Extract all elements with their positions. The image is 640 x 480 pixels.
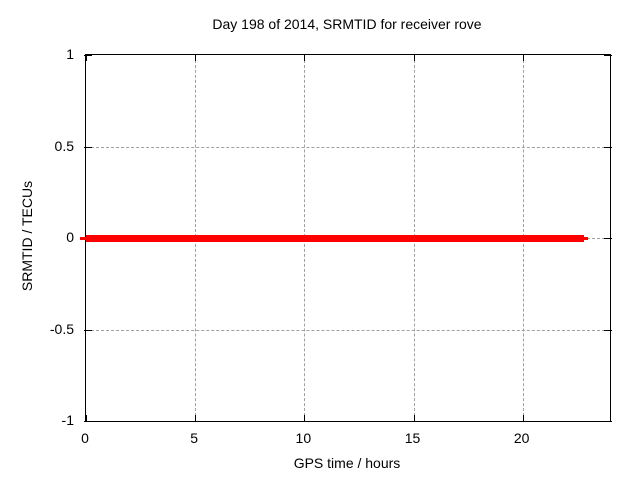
x-tick-mark	[195, 55, 197, 61]
plot-area	[80, 54, 612, 422]
data-series-line	[86, 234, 584, 242]
y-tick-mark	[84, 329, 92, 331]
y-tick-label: 0.5	[54, 137, 74, 154]
y-tick-label: 1	[66, 46, 74, 62]
x-axis-label: GPS time / hours	[293, 455, 401, 471]
x-tick-mark	[304, 415, 306, 421]
y-tick-mark	[604, 55, 612, 56]
x-tick-mark	[522, 55, 524, 61]
grid-line-horizontal	[86, 329, 610, 331]
x-tick-mark	[522, 415, 524, 421]
y-tick-label: -0.5	[49, 320, 74, 337]
y-tick-mark	[604, 146, 612, 148]
x-tick-label: 20	[513, 430, 530, 446]
x-tick-mark	[413, 415, 415, 421]
y-tick-mark	[84, 421, 92, 422]
x-tick-label: 5	[190, 430, 199, 446]
y-tick-mark	[604, 238, 612, 239]
x-tick-label: 0	[81, 430, 89, 446]
x-tick-mark	[86, 415, 87, 421]
x-tick-mark	[413, 55, 415, 61]
x-tick-mark	[86, 55, 87, 61]
x-tick-label: 15	[404, 430, 421, 446]
y-tick-mark	[604, 421, 612, 422]
chart-title: Day 198 of 2014, SRMTID for receiver rov…	[212, 16, 482, 32]
x-tick-label: 10	[295, 430, 312, 446]
x-tick-mark	[304, 55, 306, 61]
y-tick-mark	[84, 55, 92, 56]
y-tick-label: -1	[61, 412, 74, 428]
grid-line-horizontal	[86, 146, 610, 148]
y-tick-label: 0	[66, 229, 74, 245]
y-tick-mark	[604, 329, 612, 331]
y-tick-mark	[84, 146, 92, 148]
x-tick-mark	[195, 415, 197, 421]
